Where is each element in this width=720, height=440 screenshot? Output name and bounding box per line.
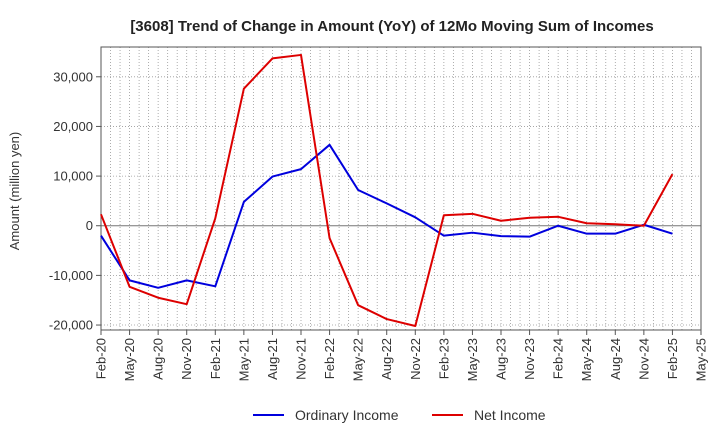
- x-tick-label: Aug-23: [494, 338, 509, 380]
- x-tick-label: Feb-25: [665, 338, 680, 379]
- x-tick-label: May-23: [465, 338, 480, 381]
- y-tick-label: -10,000: [49, 268, 93, 283]
- plot-frame: [100, 46, 702, 331]
- x-tick-label: Aug-24: [608, 338, 623, 380]
- y-axis-ticks: -20,000 -10,000 0 10,000 20,000 30,000: [49, 69, 101, 333]
- y-tick-label: -20,000: [49, 318, 93, 333]
- x-tick-label: May-22: [351, 338, 366, 381]
- x-tick-label: Nov-22: [408, 338, 423, 380]
- x-tick-label: Feb-21: [208, 338, 223, 379]
- x-tick-label: Nov-23: [522, 338, 537, 380]
- y-tick-label: 20,000: [53, 119, 93, 134]
- y-tick-label: 30,000: [53, 69, 93, 84]
- x-tick-label: Aug-20: [151, 338, 166, 380]
- legend-label: Net Income: [474, 407, 546, 423]
- x-tick-label: Feb-22: [322, 338, 337, 379]
- x-axis-ticks: Feb-20 May-20 Aug-20 Nov-20 Feb-21 May-21 Aug-…: [94, 330, 709, 381]
- series-lines: [100, 53, 674, 328]
- y-axis-label: Amount (million yen): [7, 132, 22, 251]
- x-tick-label: May-24: [579, 338, 594, 381]
- legend-label: Ordinary Income: [295, 407, 399, 423]
- x-tick-label: Feb-23: [436, 338, 451, 379]
- x-tick-label: Nov-21: [294, 338, 309, 380]
- series-line-net-income: [100, 53, 674, 328]
- x-tick-label: Aug-21: [265, 338, 280, 380]
- series-line-ordinary-income: [100, 143, 673, 289]
- x-tick-label: Nov-20: [179, 338, 194, 380]
- x-tick-label: Aug-22: [379, 338, 394, 380]
- chart-title: [3608] Trend of Change in Amount (YoY) o…: [130, 18, 653, 35]
- y-tick-label: 0: [86, 218, 93, 233]
- x-tick-label: Feb-20: [94, 338, 109, 379]
- y-tick-label: 10,000: [53, 169, 93, 184]
- x-tick-label: May-20: [122, 338, 137, 381]
- legend: Ordinary Income Net Income: [253, 407, 546, 423]
- x-tick-label: May-25: [694, 338, 709, 381]
- plot-grid: [100, 47, 702, 330]
- x-tick-label: May-21: [236, 338, 251, 381]
- x-tick-label: Nov-24: [636, 338, 651, 380]
- x-tick-label: Feb-24: [551, 338, 566, 379]
